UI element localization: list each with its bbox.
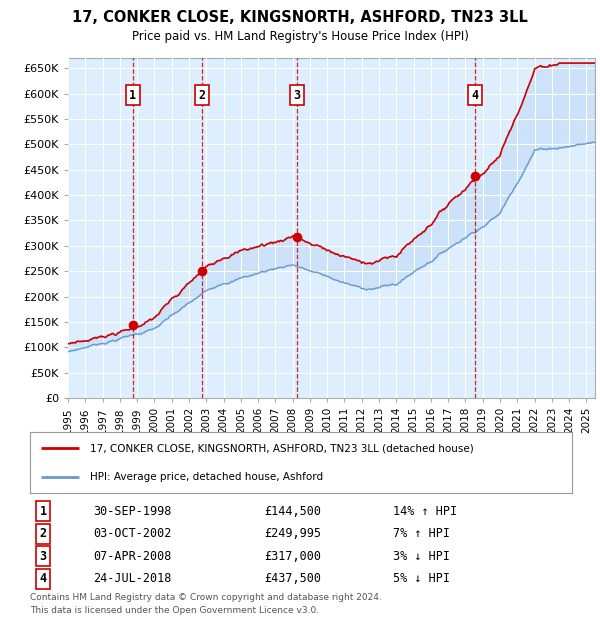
Text: 30-SEP-1998: 30-SEP-1998	[93, 505, 172, 518]
Text: 3: 3	[40, 550, 47, 563]
Text: 3: 3	[293, 89, 301, 102]
Text: £437,500: £437,500	[264, 572, 321, 585]
Text: HPI: Average price, detached house, Ashford: HPI: Average price, detached house, Ashf…	[89, 472, 323, 482]
Text: £249,995: £249,995	[264, 527, 321, 540]
Text: This data is licensed under the Open Government Licence v3.0.: This data is licensed under the Open Gov…	[30, 606, 319, 615]
Text: Price paid vs. HM Land Registry's House Price Index (HPI): Price paid vs. HM Land Registry's House …	[131, 30, 469, 43]
Text: 4: 4	[40, 572, 47, 585]
Text: £144,500: £144,500	[264, 505, 321, 518]
Text: 14% ↑ HPI: 14% ↑ HPI	[393, 505, 457, 518]
Text: 1: 1	[40, 505, 47, 518]
Text: 3% ↓ HPI: 3% ↓ HPI	[393, 550, 450, 563]
Text: 7% ↑ HPI: 7% ↑ HPI	[393, 527, 450, 540]
Text: 17, CONKER CLOSE, KINGSNORTH, ASHFORD, TN23 3LL (detached house): 17, CONKER CLOSE, KINGSNORTH, ASHFORD, T…	[89, 443, 473, 453]
Text: 07-APR-2008: 07-APR-2008	[93, 550, 172, 563]
Text: Contains HM Land Registry data © Crown copyright and database right 2024.: Contains HM Land Registry data © Crown c…	[30, 593, 382, 602]
Text: 4: 4	[472, 89, 479, 102]
Text: 03-OCT-2002: 03-OCT-2002	[93, 527, 172, 540]
Text: 1: 1	[129, 89, 136, 102]
Text: 17, CONKER CLOSE, KINGSNORTH, ASHFORD, TN23 3LL: 17, CONKER CLOSE, KINGSNORTH, ASHFORD, T…	[72, 10, 528, 25]
Text: 5% ↓ HPI: 5% ↓ HPI	[393, 572, 450, 585]
Text: 24-JUL-2018: 24-JUL-2018	[93, 572, 172, 585]
Text: 2: 2	[199, 89, 205, 102]
Text: 2: 2	[40, 527, 47, 540]
Text: £317,000: £317,000	[264, 550, 321, 563]
